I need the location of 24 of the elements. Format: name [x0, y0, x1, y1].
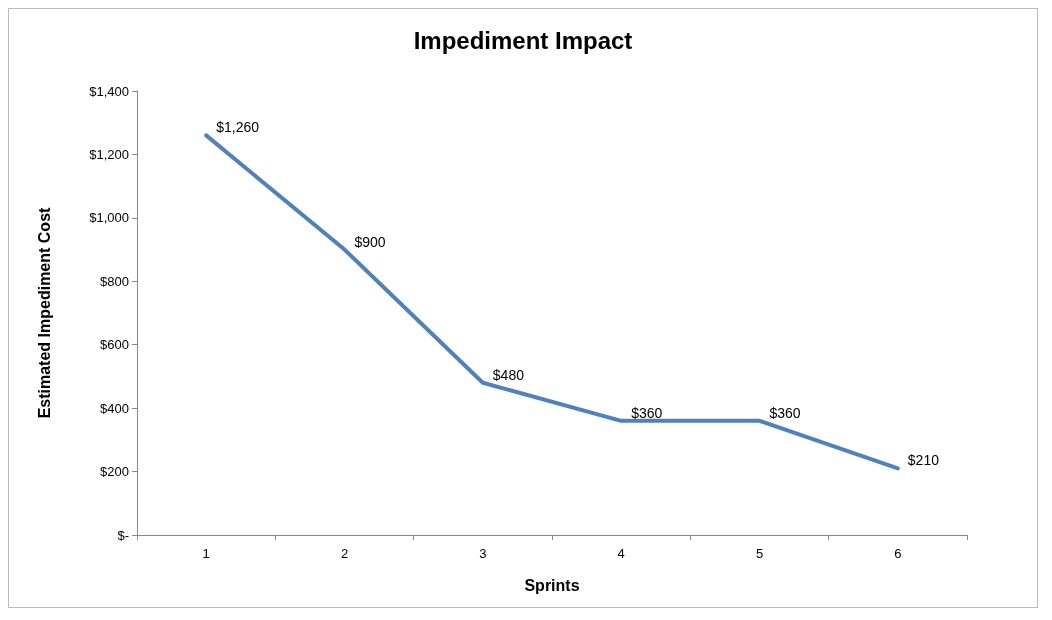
- data-label: $360: [769, 404, 801, 421]
- y-axis-title: Estimated Impediment Cost: [35, 206, 53, 419]
- data-label: $900: [354, 233, 386, 250]
- y-tick-label: $400: [100, 400, 129, 416]
- line-series: [204, 133, 900, 471]
- y-tick-label: $1,400: [89, 83, 129, 99]
- data-label: $1,260: [216, 119, 260, 136]
- y-tick-label: $600: [100, 337, 129, 353]
- x-tick-label: 1: [202, 546, 210, 561]
- x-tick-label: 5: [755, 546, 764, 561]
- data-label: $360: [631, 404, 663, 421]
- x-axis-title: Sprints: [524, 576, 580, 594]
- x-tick-label: 6: [894, 546, 902, 561]
- y-tick-label: $200: [100, 464, 129, 480]
- y-tick-label: $1,000: [89, 210, 129, 226]
- x-tick-label: 3: [479, 546, 487, 561]
- chart-title: Impediment Impact: [413, 26, 633, 54]
- y-tick-label: $-: [117, 527, 129, 543]
- data-label: $210: [907, 452, 940, 469]
- x-tick-label: 4: [617, 546, 625, 561]
- x-tick-label: 2: [340, 546, 349, 561]
- y-tick-label: $1,200: [89, 146, 129, 162]
- data-label: $480: [492, 366, 525, 383]
- y-tick-label: $800: [100, 273, 129, 289]
